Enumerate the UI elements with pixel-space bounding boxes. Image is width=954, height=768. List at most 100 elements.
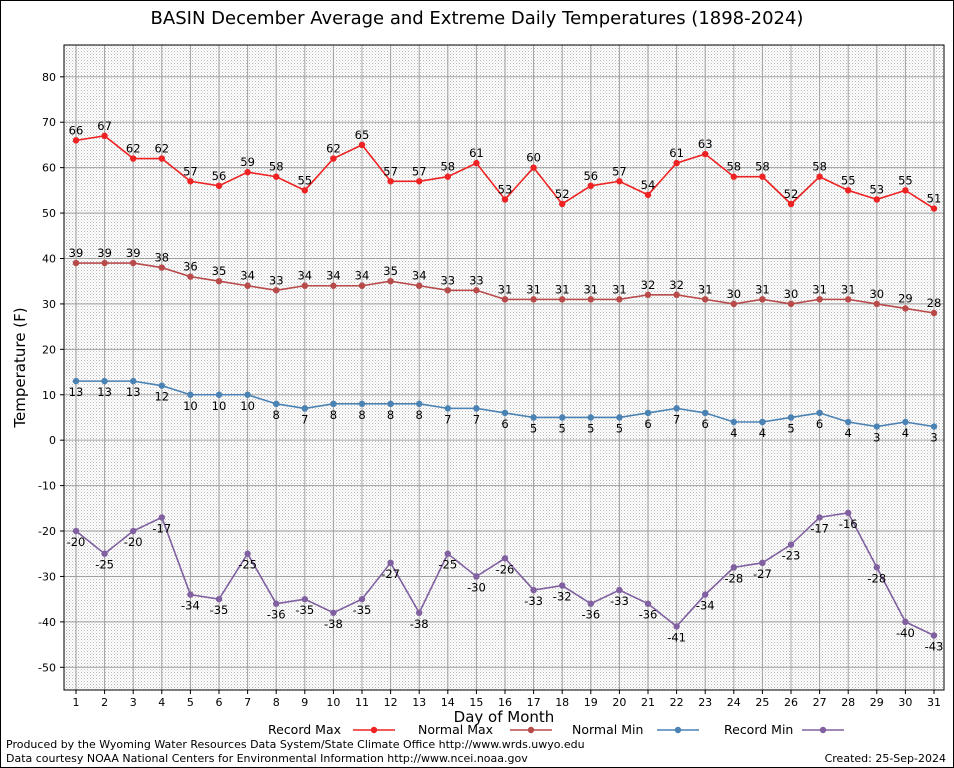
data-label: 31 [526, 282, 541, 296]
data-point [873, 564, 880, 571]
data-label: 63 [698, 137, 713, 151]
data-label: 33 [469, 273, 484, 287]
legend-label: Record Max [268, 722, 341, 737]
data-label: 28 [927, 296, 942, 310]
data-point [358, 400, 366, 408]
data-label: 8 [273, 408, 280, 422]
data-label: 34 [297, 269, 312, 283]
data-point [873, 300, 880, 308]
x-axis-label: Day of Month [454, 708, 555, 726]
data-point [845, 296, 852, 303]
data-label: 53 [498, 182, 513, 196]
data-point [845, 418, 852, 426]
data-label: 8 [358, 408, 365, 422]
data-label: 57 [383, 164, 398, 178]
x-tick-label: 21 [641, 696, 655, 709]
data-label: 5 [559, 421, 566, 435]
data-label: 55 [898, 173, 913, 187]
x-tick-label: 9 [301, 696, 308, 709]
data-point [101, 132, 108, 140]
data-point [787, 541, 795, 548]
data-label: 52 [784, 187, 799, 201]
data-label: 6 [816, 417, 823, 431]
data-label: 67 [97, 119, 112, 133]
data-point [72, 259, 80, 267]
data-point [644, 291, 652, 299]
data-label: 32 [641, 278, 656, 292]
data-label: 58 [269, 160, 284, 174]
data-label: 31 [812, 282, 827, 296]
data-point [759, 296, 766, 303]
footer-produced-by: Produced by the Wyoming Water Resources … [6, 738, 585, 751]
data-point [101, 259, 108, 267]
data-point [787, 300, 795, 308]
data-point [473, 287, 480, 294]
data-label: 62 [326, 142, 341, 156]
y-tick-label: 10 [42, 389, 56, 402]
x-tick-label: 18 [555, 696, 569, 709]
data-point [72, 377, 80, 385]
data-label: -28 [724, 571, 743, 585]
x-tick-label: 11 [355, 696, 369, 709]
data-point [702, 409, 709, 417]
x-tick-label: 30 [898, 696, 912, 709]
data-label: -36 [267, 608, 286, 622]
data-point [902, 187, 909, 194]
data-label: 6 [501, 417, 508, 431]
data-label: -20 [124, 535, 143, 549]
data-label: -25 [95, 558, 114, 572]
data-point [273, 287, 280, 294]
data-point [187, 178, 194, 185]
data-point [416, 400, 423, 408]
data-label: 33 [440, 273, 455, 287]
data-point [416, 178, 423, 185]
data-point [501, 409, 509, 417]
data-label: 57 [183, 164, 198, 178]
x-tick-label: 12 [384, 696, 398, 709]
data-point [330, 609, 337, 616]
data-point [902, 418, 909, 426]
data-label: 38 [154, 251, 169, 265]
data-point [358, 595, 366, 603]
data-label: 4 [902, 426, 909, 440]
x-tick-label: 4 [158, 696, 165, 709]
data-point [130, 527, 137, 535]
data-point [330, 400, 337, 408]
data-label: 13 [69, 385, 84, 399]
x-tick-label: 24 [727, 696, 741, 709]
data-point [358, 141, 366, 149]
y-tick-label: 30 [42, 298, 56, 311]
data-label: 31 [555, 282, 570, 296]
x-tick-label: 13 [412, 696, 426, 709]
data-point [301, 595, 308, 603]
data-point [501, 296, 509, 303]
data-point [215, 182, 223, 190]
data-label: 58 [440, 160, 455, 174]
data-label: -36 [639, 608, 658, 622]
x-tick-label: 25 [755, 696, 769, 709]
data-point [330, 282, 337, 289]
data-label: 12 [154, 390, 169, 404]
data-point [902, 305, 909, 312]
data-point [158, 155, 165, 162]
y-tick-label: -20 [38, 525, 56, 538]
data-point [873, 196, 880, 203]
data-point [273, 173, 280, 180]
plot-area [64, 45, 944, 690]
data-point [130, 259, 137, 267]
data-point [759, 173, 766, 180]
data-point [158, 264, 165, 271]
data-label: -33 [524, 594, 543, 608]
y-tick-label: 80 [42, 71, 56, 84]
x-tick-label: 16 [498, 696, 512, 709]
data-point [587, 600, 594, 607]
x-tick-label: 7 [244, 696, 251, 709]
data-point [730, 300, 737, 308]
data-label: 30 [726, 287, 741, 301]
data-label: 29 [898, 291, 913, 305]
data-point [387, 400, 394, 408]
legend-label: Normal Max [418, 722, 493, 737]
data-point [130, 377, 137, 385]
data-point [301, 187, 308, 194]
